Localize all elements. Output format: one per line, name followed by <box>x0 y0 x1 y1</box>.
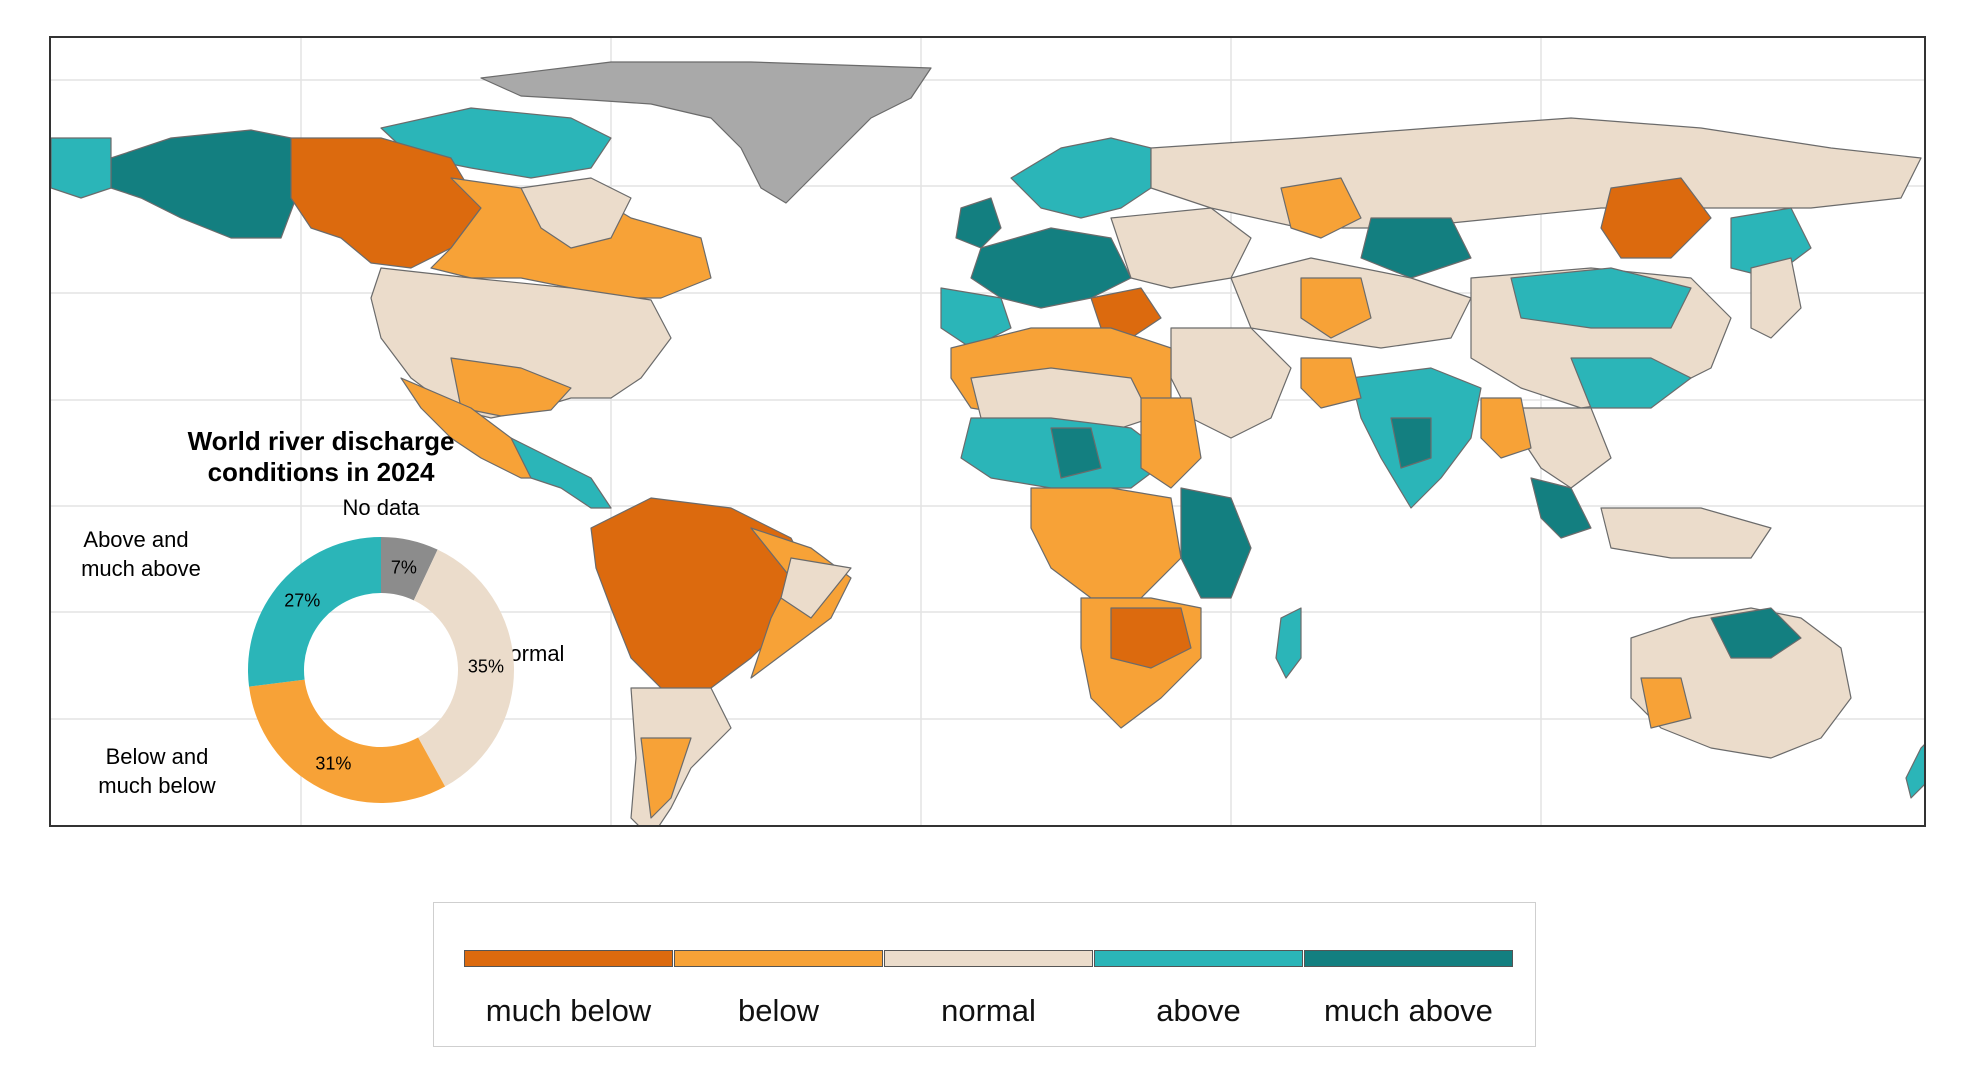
region-malaysia <box>1530 477 1592 539</box>
region-balkans <box>1090 287 1162 339</box>
donut-value-labels: 7% 35% 31% 27% <box>284 558 504 774</box>
donut-slice-below-and-much-below <box>249 679 446 803</box>
donut-slice-above-and-much-above <box>248 537 381 687</box>
map-canvas: World river discharge conditions in 2024… <box>51 38 1924 825</box>
legend-swatch-much-below <box>464 950 673 967</box>
region-alaska <box>110 129 297 239</box>
region-nile <box>1140 397 1202 489</box>
donut-chart <box>248 537 514 803</box>
label-no-data: No data <box>342 495 420 520</box>
legend-swatch-above <box>1094 950 1303 967</box>
donut-value-label: 27% <box>284 591 320 611</box>
donut-value-label: 31% <box>315 754 351 774</box>
legend-swatch-below <box>674 950 883 967</box>
region-new-zealand <box>1905 744 1924 799</box>
label-below-line1: Below and <box>106 744 209 769</box>
inset-title-line2: conditions in 2024 <box>208 457 435 487</box>
region-central-america <box>510 437 612 509</box>
region-madagascar <box>1275 607 1302 679</box>
region-siberia-orange <box>1280 177 1362 239</box>
label-below-line2: much below <box>98 773 216 798</box>
legend-label-above: above <box>1156 993 1241 1028</box>
donut-value-label: 35% <box>468 657 504 677</box>
region-amazon <box>590 497 812 699</box>
region-siberia-west <box>1150 117 1922 229</box>
donut-inset: World river discharge conditions in 2024… <box>81 426 564 803</box>
region-alaska-west <box>51 137 112 199</box>
region-myanmar <box>1480 397 1532 459</box>
region-scandinavia <box>1010 137 1152 219</box>
region-ob <box>1360 217 1472 279</box>
region-china-north <box>1510 267 1692 329</box>
region-greenland <box>480 61 932 204</box>
region-patagonia <box>640 737 692 819</box>
region-uk <box>955 197 1002 249</box>
legend: much below below normal above much above <box>433 902 1536 1047</box>
region-indonesia <box>1600 507 1772 559</box>
legend-label-much-above: much above <box>1324 993 1493 1028</box>
world-map: World river discharge conditions in 2024… <box>49 36 1926 827</box>
inset-title-line1: World river discharge <box>188 426 455 456</box>
region-australia-north <box>1710 607 1802 659</box>
land-masses <box>51 61 1924 825</box>
region-zambezi <box>1110 607 1192 669</box>
region-china-south <box>1570 357 1692 409</box>
region-lake-chad <box>1050 427 1102 479</box>
legend-swatch-much-above <box>1304 950 1513 967</box>
legend-label-much-below: much below <box>485 993 652 1028</box>
region-canada-west <box>290 137 482 269</box>
region-usa <box>370 267 672 419</box>
region-kazakh <box>1300 277 1372 339</box>
region-japan <box>1750 257 1802 339</box>
label-above-line2: much above <box>81 556 201 581</box>
region-east-siberia <box>1600 177 1712 259</box>
donut-slice-no-data <box>381 537 438 601</box>
region-brazil-coast <box>780 557 852 619</box>
region-congo <box>1030 487 1182 599</box>
donut-slice-normal <box>413 549 514 787</box>
region-india-core <box>1390 417 1432 469</box>
region-australia-west <box>1640 677 1692 729</box>
donut-value-label: 7% <box>391 558 417 578</box>
legend-swatch-normal <box>884 950 1093 967</box>
region-middle-east <box>1170 327 1292 439</box>
legend-label-below: below <box>738 993 819 1028</box>
region-pakistan <box>1300 357 1362 409</box>
region-hudson <box>520 177 632 249</box>
legend-label-normal: normal <box>941 993 1036 1028</box>
region-east-africa <box>1180 487 1252 599</box>
region-eastern-europe <box>1110 207 1252 289</box>
label-above-line1: Above and <box>83 527 188 552</box>
